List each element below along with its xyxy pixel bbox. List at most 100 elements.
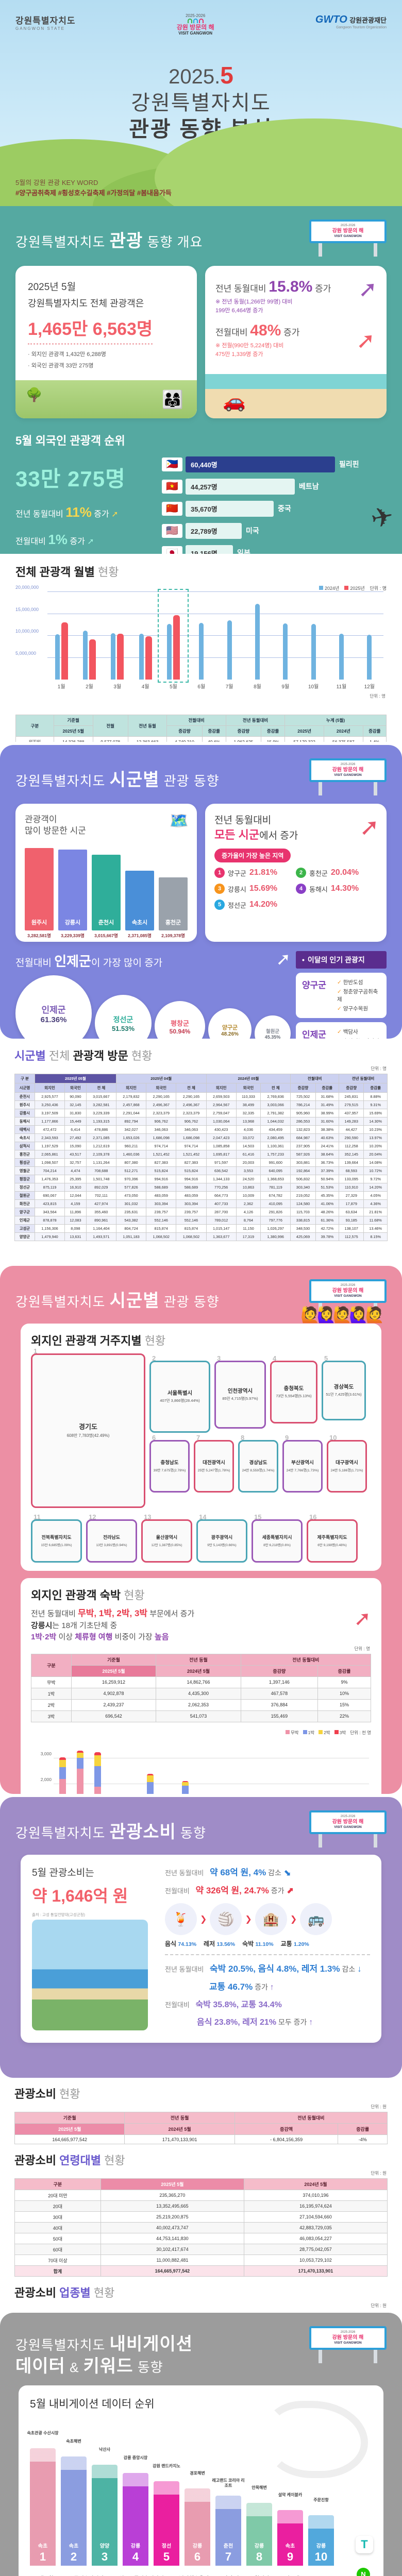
legend-item: 2박 <box>319 1730 330 1736</box>
table-cell: 343,564 <box>34 1208 65 1216</box>
table-cell: 14.08% <box>363 1158 388 1167</box>
legend-item: 1박 <box>303 1730 314 1736</box>
sigun-name: 동해시 <box>309 885 328 893</box>
table-cell: 16,259,912 <box>71 1676 157 1688</box>
table-cell: 2,047,423 <box>206 1133 237 1142</box>
table-cell: 1,164,404 <box>86 1224 116 1233</box>
region-name: 인제군 <box>302 1030 326 1039</box>
navigation-card: 5월 내비게이션 데이터 순위 속초관광 수산시장 속초 1 속초해변 속초 2 낙산사 양양… <box>19 2385 383 2576</box>
table-cell: 1,363,677 <box>206 1232 237 1241</box>
table-cell: 636,542 <box>206 1166 237 1175</box>
table-cell: 14,862,766 <box>156 1676 241 1688</box>
month-label: 12월 <box>364 684 375 690</box>
place-name: 설악 케이블카 <box>278 2493 303 2497</box>
table-header-cell: 기준월 <box>14 2112 125 2124</box>
foreign-mom: 전월대비 1% 증가 ➚ <box>15 532 155 548</box>
table-header-row: 2025년 5월 2024년 5월 증감량 증감률 <box>31 1665 372 1677</box>
title-date: 2025.5 <box>0 61 402 91</box>
table-cell: 32,335 <box>236 1109 261 1117</box>
table-cell: 133,095 <box>339 1175 364 1183</box>
region-name: 부산광역시 <box>291 1460 314 1466</box>
table-cell: 8.15% <box>363 1232 388 1241</box>
table-cell: 42,883,729,035 <box>243 2222 388 2233</box>
table-header-cell: 2024년 5월 <box>124 2123 235 2135</box>
month-group: 8월 <box>245 592 270 690</box>
table-cell: 25,395 <box>64 1175 87 1183</box>
table-cell: 291,826 <box>260 1208 291 1216</box>
mom-note: ※ 전월(990만 5,224명) 대비 475만 1,339명 증가 <box>215 343 284 358</box>
legend-swatch <box>334 1730 339 1734</box>
table-header-cell: 2025년 5월 <box>53 725 93 737</box>
table-cell: 2,062,353 <box>156 1699 241 1711</box>
table-row: 영월군 704,214 4,474 708,688 512,271 515,824 515,… <box>14 1166 388 1175</box>
podium-bar: 속초해변 속초 2 <box>61 2439 87 2566</box>
table-cell: 강릉시 <box>14 1109 35 1117</box>
table-row: 철원군 690,067 12,044 702,111 473,050 483,059 483… <box>14 1191 388 1200</box>
table-cell: 1,757,233 <box>260 1150 291 1159</box>
table-cell: 664,773 <box>206 1191 237 1200</box>
table-cell: 303,881 <box>290 1158 316 1167</box>
residence-region-card: 13 울산광역시 12만 1,387명(0.85%) <box>141 1513 192 1563</box>
sigun-value: 3,229,339명 <box>61 933 85 939</box>
table-cell: 10,009 <box>236 1191 261 1200</box>
residence-region-card: 1 경기도 608만 7,783명(42.49%) <box>31 1347 145 1509</box>
navigation-section: 강원특별자치도 내비게이션 데이터 & 키워드 동향 2025-2026 강원 방문… <box>0 2313 402 2576</box>
text-segment: 한 시군 <box>59 826 86 836</box>
table-cell: 15,449 <box>64 1117 87 1126</box>
table-header-cell: 기준월 <box>71 1653 157 1666</box>
legend-swatch <box>303 1730 307 1734</box>
table-cell: 30대 <box>14 2211 101 2223</box>
bar-2024 <box>255 604 260 680</box>
lodging-table: 구분 기준월 전년 동월 전년 동월대비 2025년 5월 2024년 5월 증감량 증감률 무… <box>31 1653 372 1722</box>
region-rank: 7 <box>196 1434 200 1442</box>
gwto-mark: GWTO <box>315 14 347 25</box>
table-cell: 434,459 <box>260 1125 291 1134</box>
table-cell: 화천군 <box>14 1199 35 1208</box>
text-segment: 전월대비 <box>15 537 48 547</box>
table-cell: 164,665,977,542 <box>100 2265 244 2277</box>
region-name: 속초 <box>69 2544 79 2549</box>
table-cell: 301,032 <box>115 1199 147 1208</box>
table-cell: 4,159 <box>64 1199 87 1208</box>
text-segment: 현황 <box>98 566 119 579</box>
consumption-age-title: 관광소비 연령대별 현황 <box>14 2151 388 2168</box>
region-rank: 14 <box>199 1513 207 1521</box>
consumption-mom-detail2: 음식 23.8%, 레저 21% 모두 증가 ↑ <box>165 2015 370 2027</box>
table-cell: 45.35% <box>315 1191 340 1200</box>
text-segment: 내비게이션 데이터 순위 <box>48 2398 155 2410</box>
table-cell: 44,427 <box>339 1125 364 1134</box>
residence-region-card: 16 제주특별자치도 6만 9,198명(0.48%) <box>307 1513 358 1563</box>
text-segment: 에서 증가 <box>259 830 298 841</box>
increase-pct: 45.35% <box>264 1035 281 1039</box>
residence-region-card: 7 대전광역시 25만 5,247명(1.78%) <box>194 1434 234 1493</box>
text-segment: 관광소비 <box>14 2088 60 2100</box>
text-segment: 전월대비 <box>165 2001 192 2009</box>
text-segment: 관광 동향 <box>159 1294 220 1310</box>
place-name: 안목해변 <box>252 2485 267 2490</box>
table-cell: 807,380 <box>115 1158 147 1167</box>
road-illustration <box>265 2401 368 2478</box>
text-segment: 교통 46.7% <box>209 1982 253 1992</box>
text-segment: 관광소비 <box>14 2154 60 2167</box>
title-year: 2025. <box>169 65 221 88</box>
element: 1 경기도 608만 7,783명(42.49%) 2 서울특별시 407만 3,866명… <box>31 1347 371 1509</box>
up-arrow-icon: ➚ <box>356 328 375 354</box>
sigun-name: 강릉시 <box>64 920 81 926</box>
consumption-age-table: 구분 2025년 5월 2024년 5월 20대 미만 235,365,270 374,0… <box>14 2178 388 2277</box>
region-name: 강릉 <box>130 2544 141 2549</box>
region-value: 24만 5,186명(1.71%) <box>330 1469 363 1473</box>
region-name: 세종특별자치시 <box>262 1535 292 1540</box>
table-cell: 44,753,141,830 <box>100 2233 244 2244</box>
table-cell: 974,714 <box>176 1142 207 1150</box>
table-header-cell: 구 분 <box>14 1074 35 1083</box>
text-segment: 전년 동월대비 <box>215 284 269 294</box>
table-header-cell: 증감률 <box>315 1083 340 1093</box>
region-value: 24만 8,559명(1.74%) <box>242 1469 275 1473</box>
month-label: 2월 <box>86 684 93 690</box>
region-rank: 11 <box>34 1513 41 1521</box>
table-cell: 1,521,452 <box>176 1150 207 1159</box>
text-segment: 강원특별자치도 <box>15 773 110 789</box>
spot-list: 한반도섬청춘양구곰취축제양구수목원 <box>337 977 380 1014</box>
popular-spot-box: 인제군 백담사속삭이는 자작나무숲인제스피디움 <box>296 1022 387 1039</box>
text-segment: 관광객 방문 <box>73 1049 131 1062</box>
